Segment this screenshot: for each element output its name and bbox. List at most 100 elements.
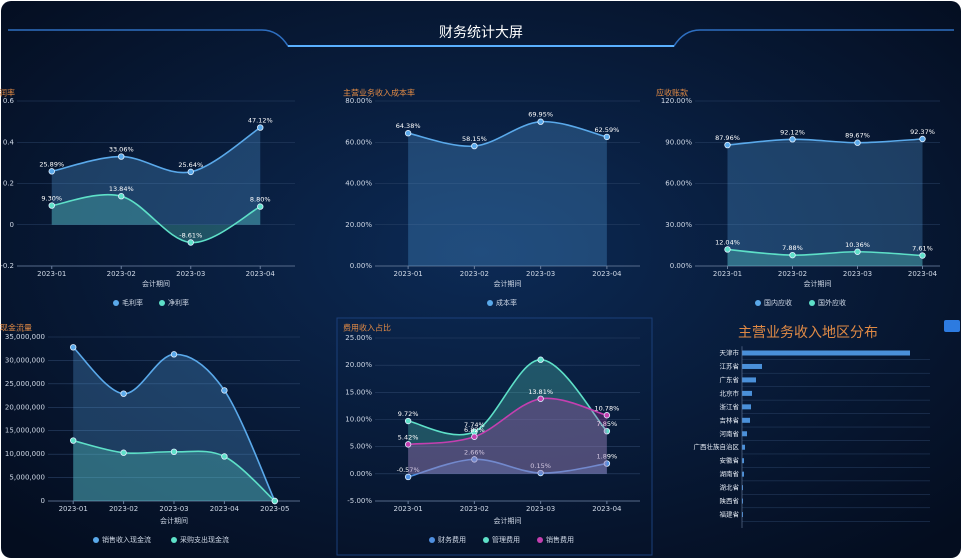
page-title: 财务统计大屏	[439, 25, 523, 41]
x-axis-title: 会计期间	[494, 516, 522, 525]
y-tick-label: -5.00%	[347, 497, 372, 505]
x-tick-label: 2023-01	[59, 505, 88, 513]
bar	[742, 471, 744, 477]
legend-label: 销售费用	[546, 535, 574, 544]
line	[727, 248, 923, 257]
legend-label: 成本率	[496, 298, 517, 307]
data-label: 62.59%	[594, 126, 619, 134]
data-point	[48, 202, 55, 209]
x-tick-label: 2023-02	[460, 505, 489, 513]
data-label: 9.30%	[41, 195, 62, 203]
chart-title: 主营业务收入地区分布	[738, 325, 878, 341]
x-tick-label: 2023-04	[592, 270, 622, 278]
data-point	[48, 168, 55, 175]
data-point	[221, 387, 228, 394]
data-point	[854, 248, 861, 255]
y-tick-label: 0.00%	[670, 262, 693, 270]
category-label: 安徽省	[720, 456, 740, 465]
y-tick-label: 0.6	[3, 97, 15, 105]
data-point	[118, 193, 125, 200]
y-tick-label: 35,000,000	[5, 333, 45, 341]
y-tick-label: 10,000,000	[5, 450, 45, 458]
data-label: 69.95%	[528, 111, 553, 119]
category-label: 陕西省	[720, 496, 740, 505]
line	[407, 458, 607, 478]
data-point	[603, 133, 611, 141]
data-label: 92.12%	[780, 128, 805, 136]
chart-title: 利润率	[0, 88, 15, 98]
y-tick-label: 0.00%	[350, 262, 373, 270]
y-tick-label: 20,000,000	[5, 403, 45, 411]
chart-title: 现金流量	[0, 323, 32, 333]
chart-title: 费用收入占比	[343, 323, 391, 333]
data-label: 1.89%	[597, 453, 618, 461]
data-label: 92.37%	[910, 128, 935, 136]
area	[727, 138, 923, 266]
data-label: 13.81%	[528, 388, 553, 396]
y-tick-label: 5.00%	[350, 443, 373, 451]
data-point	[120, 390, 127, 397]
bar	[742, 404, 751, 410]
data-point	[187, 239, 194, 246]
y-tick-label: 10.00%	[345, 416, 372, 424]
category-label: 河南省	[720, 429, 740, 438]
data-point	[471, 433, 478, 440]
legend-label: 财务费用	[438, 535, 466, 544]
y-tick-label: 25.00%	[345, 334, 372, 342]
x-axis-title: 会计期间	[160, 516, 188, 525]
legend-swatch	[159, 300, 165, 306]
bar	[742, 498, 743, 504]
y-tick-label: 40.00%	[345, 180, 372, 188]
legend-swatch	[537, 537, 543, 543]
x-tick-label: 2023-03	[843, 270, 872, 278]
legend-swatch	[171, 537, 177, 543]
legend-swatch	[755, 300, 761, 306]
legend-swatch	[483, 537, 489, 543]
data-point	[789, 251, 796, 259]
line	[408, 397, 608, 446]
x-tick-label: 2023-01	[713, 270, 742, 278]
y-tick-label: 0.2	[3, 180, 14, 188]
data-label: 9.72%	[398, 410, 419, 418]
legend-swatch	[113, 300, 119, 306]
side-button[interactable]	[944, 320, 960, 332]
x-tick-label: 2023-04	[592, 505, 622, 513]
x-tick-label: 2023-02	[460, 270, 489, 278]
category-label: 浙江省	[720, 402, 740, 411]
bar	[742, 390, 752, 396]
x-tick-label: 2023-04	[908, 270, 938, 278]
data-label: 5.42%	[398, 433, 419, 441]
bar	[742, 377, 756, 383]
category-label: 广西壮族自治区	[694, 442, 740, 451]
y-tick-label: 60.00%	[665, 180, 692, 188]
data-point	[69, 344, 77, 351]
category-label: 吉林省	[720, 415, 740, 424]
category-label: 福建省	[720, 510, 740, 519]
area	[727, 249, 923, 266]
y-tick-label: 15.00%	[345, 388, 372, 396]
x-tick-label: 2023-03	[526, 505, 555, 513]
data-label: 7.61%	[912, 245, 933, 253]
area	[51, 127, 261, 225]
bar	[742, 417, 750, 423]
category-label: 天津市	[720, 348, 740, 357]
data-point	[603, 412, 611, 419]
data-point	[404, 130, 412, 137]
data-label: 64.38%	[396, 122, 421, 130]
legend-label: 管理费用	[492, 535, 520, 544]
panel-border	[336, 317, 653, 556]
data-point	[919, 252, 926, 259]
data-point	[120, 449, 127, 456]
legend-swatch	[93, 537, 99, 543]
data-point	[170, 351, 178, 358]
data-point	[724, 141, 731, 149]
y-tick-label: 25,000,000	[5, 380, 45, 388]
chart-title: 应收账款	[656, 88, 688, 98]
area	[73, 347, 275, 501]
data-label: 33.06%	[109, 146, 134, 154]
data-point	[603, 460, 611, 467]
y-tick-label: 90.00%	[665, 138, 692, 146]
bar	[742, 363, 762, 369]
data-point	[471, 456, 478, 463]
